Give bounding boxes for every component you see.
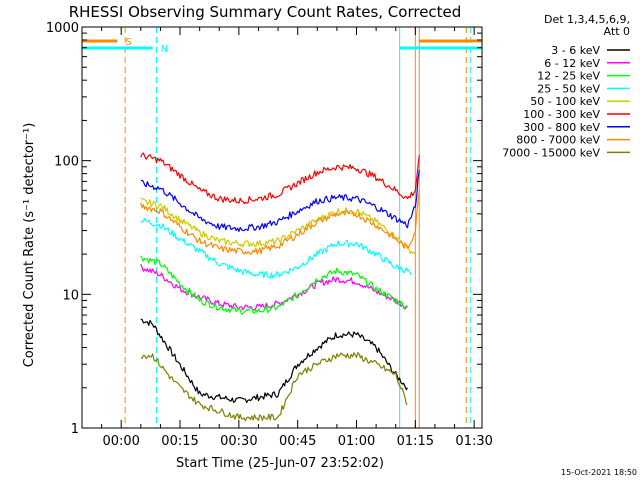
y-tick-label-3: 1000 xyxy=(46,21,79,36)
x-tick-label-0: 00:00 xyxy=(102,434,139,449)
flag-bar-label-0: S xyxy=(125,37,131,48)
legend-label-8: 7000 - 15000 keV xyxy=(502,146,600,159)
series-lines xyxy=(140,152,420,422)
flag-bar-label-1: N xyxy=(161,44,168,55)
flag-bars: SN xyxy=(82,37,482,55)
x-tick-label-2: 00:30 xyxy=(220,434,257,449)
legend-label-4: 50 - 100 keV xyxy=(530,95,600,108)
legend-label-0: 3 - 6 keV xyxy=(551,44,600,57)
series-line-5 xyxy=(140,152,420,205)
plot-frame xyxy=(81,26,483,429)
series-line-1 xyxy=(140,263,408,311)
y-axis-label: Corrected Count Rate (s⁻¹ detector⁻¹) xyxy=(22,123,37,368)
series-line-4 xyxy=(140,197,416,255)
chart-title: RHESSI Observing Summary Count Rates, Co… xyxy=(69,3,462,21)
series-line-0 xyxy=(140,318,408,404)
y-tick-label-2: 100 xyxy=(54,155,79,170)
vertical-markers xyxy=(81,27,471,428)
legend-header-1: Att 0 xyxy=(604,25,630,38)
legend-label-7: 800 - 7000 keV xyxy=(516,134,600,147)
x-tick-label-3: 00:45 xyxy=(279,434,316,449)
series-line-6 xyxy=(140,170,420,232)
legend-label-6: 300 - 800 keV xyxy=(523,121,600,134)
legend-header-0: Det 1,3,4,5,6,9, xyxy=(544,13,630,26)
footer-timestamp: 15-Oct-2021 18:50 xyxy=(561,468,637,477)
y-tick-label-0: 1 xyxy=(71,422,79,437)
series-line-7 xyxy=(140,190,420,255)
y-axis-ticks: 1 10 100 1000 xyxy=(46,21,482,437)
series-line-3 xyxy=(140,217,412,279)
x-tick-label-4: 01:00 xyxy=(338,434,375,449)
x-tick-label-1: 00:15 xyxy=(161,434,198,449)
x-axis-ticks: 00:00 00:15 00:30 00:45 01:00 01:15 01:30 xyxy=(81,27,493,449)
legend-label-3: 25 - 50 keV xyxy=(537,82,600,95)
x-axis-label: Start Time (25-Jun-07 23:52:02) xyxy=(176,456,384,471)
x-tick-label-5: 01:15 xyxy=(397,434,434,449)
legend-label-1: 6 - 12 keV xyxy=(544,57,600,70)
series-line-2 xyxy=(140,255,408,315)
legend-label-2: 12 - 25 keV xyxy=(537,70,600,83)
legend-label-5: 100 - 300 keV xyxy=(523,108,600,121)
x-tick-label-6: 01:30 xyxy=(455,434,492,449)
series-line-8 xyxy=(140,352,408,422)
y-tick-label-1: 10 xyxy=(62,288,79,303)
